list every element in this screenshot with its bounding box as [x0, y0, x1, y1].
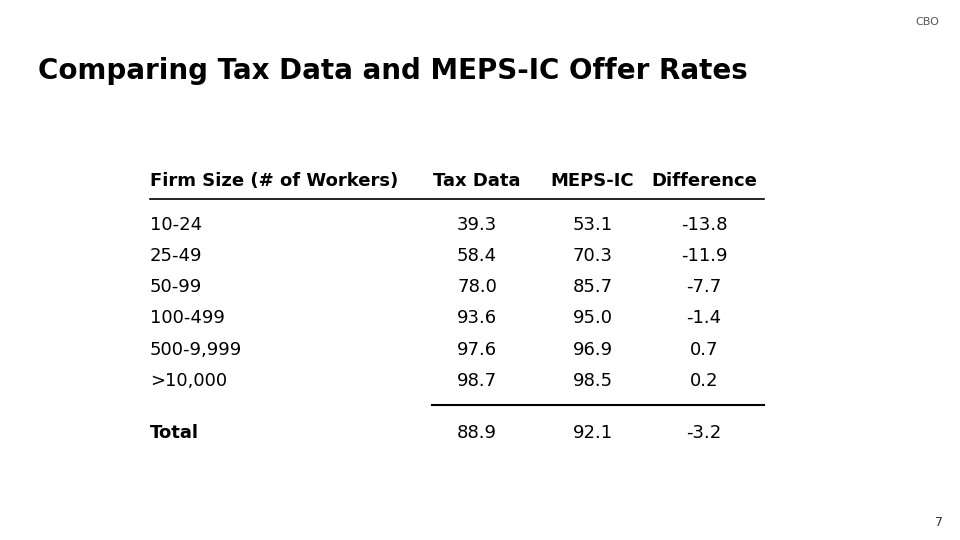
Text: MEPS-IC: MEPS-IC [551, 172, 635, 190]
Text: 10-24: 10-24 [150, 216, 202, 234]
Text: 25-49: 25-49 [150, 247, 203, 265]
Text: -7.7: -7.7 [686, 278, 722, 296]
Text: 58.4: 58.4 [457, 247, 497, 265]
Text: Tax Data: Tax Data [433, 172, 521, 190]
Text: 92.1: 92.1 [572, 424, 612, 442]
Text: 78.0: 78.0 [457, 278, 497, 296]
Text: 500-9,999: 500-9,999 [150, 341, 242, 359]
Text: -1.4: -1.4 [686, 309, 722, 327]
Text: >10,000: >10,000 [150, 372, 227, 390]
Text: 98.7: 98.7 [457, 372, 497, 390]
Text: 96.9: 96.9 [572, 341, 612, 359]
Text: 88.9: 88.9 [457, 424, 497, 442]
Text: 95.0: 95.0 [572, 309, 612, 327]
Text: 93.6: 93.6 [457, 309, 497, 327]
Text: 50-99: 50-99 [150, 278, 202, 296]
Text: 7: 7 [935, 516, 943, 529]
Text: 0.7: 0.7 [690, 341, 718, 359]
Text: CBO: CBO [915, 17, 939, 28]
Text: 85.7: 85.7 [572, 278, 612, 296]
Text: -13.8: -13.8 [681, 216, 728, 234]
Text: -11.9: -11.9 [681, 247, 728, 265]
Text: Total: Total [150, 424, 199, 442]
Text: 39.3: 39.3 [457, 216, 497, 234]
Text: 100-499: 100-499 [150, 309, 225, 327]
Text: -3.2: -3.2 [686, 424, 722, 442]
Text: Firm Size (# of Workers): Firm Size (# of Workers) [150, 172, 398, 190]
Text: 98.5: 98.5 [572, 372, 612, 390]
Text: 97.6: 97.6 [457, 341, 497, 359]
Text: 0.2: 0.2 [690, 372, 718, 390]
Text: Comparing Tax Data and MEPS-IC Offer Rates: Comparing Tax Data and MEPS-IC Offer Rat… [38, 57, 748, 85]
Text: 53.1: 53.1 [572, 216, 612, 234]
Text: 70.3: 70.3 [572, 247, 612, 265]
Text: Difference: Difference [651, 172, 757, 190]
